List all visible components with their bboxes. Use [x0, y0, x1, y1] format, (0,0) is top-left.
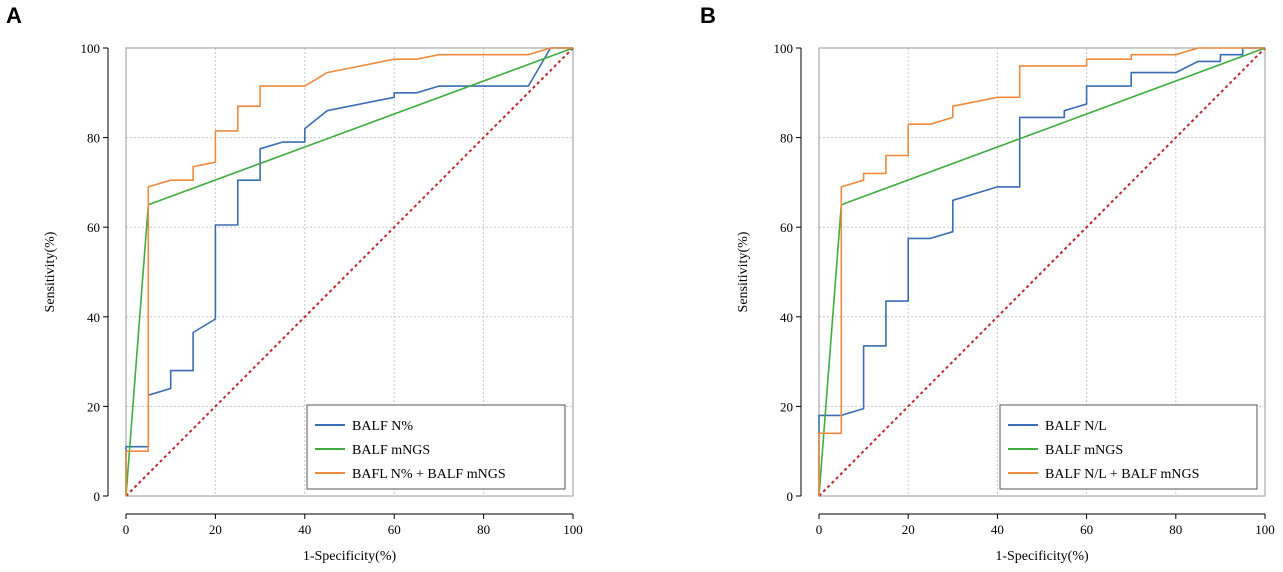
panel-b: B 0 20 40 60 80 100 0 20 40 60 80 100 1-Specificity… [700, 3, 1275, 564]
x-axis-label-b: 1-Specificity(%) [995, 549, 1089, 564]
panel-letter-a: A [6, 3, 22, 28]
panel-a: A 0 20 40 60 80 100 0 20 40 60 80 100 1-Specificity… [6, 3, 583, 564]
y-tick-label-60: 60 [87, 220, 100, 235]
y-axis-label-b: Sensitivity(%) [736, 231, 751, 312]
legend-label-a-2: BAFL N% + BALF mNGS [352, 467, 506, 482]
roc-curve-bafl-n-balf-mngs-a [125, 47, 573, 496]
roc-curve-balf-n-a [125, 47, 573, 496]
x-tick-label-60: 60 [388, 522, 401, 537]
legend-label-b-2: BALF N/L + BALF mNGS [1045, 467, 1199, 482]
x-tick-label-100: 100 [563, 522, 583, 537]
y-tick-label-0: 0 [94, 489, 101, 504]
legend-a: BALF N% BALF mNGS BAFL N% + BALF mNGS [306, 404, 566, 490]
legend-label-a-0: BALF N% [352, 419, 413, 434]
legend-box-a [306, 404, 566, 490]
x-tick-label-20: 20 [209, 522, 222, 537]
y-tick-label-80: 80 [780, 131, 793, 146]
y-tick-label-40: 40 [87, 310, 100, 325]
y-tick-label-60: 60 [780, 220, 793, 235]
plot-frame-a [125, 47, 574, 497]
x-tick-label-20: 20 [902, 522, 915, 537]
y-tick-label-0: 0 [787, 489, 794, 504]
y-tick-label-80: 80 [87, 131, 100, 146]
x-tick-label-60: 60 [1080, 522, 1093, 537]
y-tick-label-20: 20 [780, 399, 793, 414]
legend-b: BALF N/L BALF mNGS BALF N/L + BALF mNGS [999, 404, 1258, 490]
ticks-a: 0 20 40 60 80 100 0 20 40 60 80 100 [81, 41, 583, 537]
roc-curve-balf-n-l-b [818, 47, 1265, 496]
legend-label-a-1: BALF mNGS [352, 443, 430, 458]
series-b [818, 47, 1266, 497]
legend-label-b-0: BALF N/L [1045, 419, 1107, 434]
y-tick-label-40: 40 [780, 310, 793, 325]
x-tick-label-100: 100 [1255, 522, 1275, 537]
legend-box-b [999, 404, 1258, 490]
ticks-b: 0 20 40 60 80 100 0 20 40 60 80 100 [774, 41, 1275, 537]
y-tick-label-100: 100 [774, 41, 794, 56]
x-tick-label-0: 0 [816, 522, 823, 537]
roc-curve-balf-n-l-balf-mngs-b [818, 47, 1265, 496]
y-tick-label-20: 20 [87, 399, 100, 414]
y-axis-label-a: Sensitivity(%) [43, 231, 58, 312]
x-tick-label-40: 40 [991, 522, 1004, 537]
x-axis-label-a: 1-Specificity(%) [303, 549, 397, 564]
x-tick-label-0: 0 [123, 522, 130, 537]
series-a [125, 47, 574, 497]
plot-frame-b [818, 47, 1266, 497]
x-tick-label-80: 80 [1169, 522, 1182, 537]
legend-label-b-1: BALF mNGS [1045, 443, 1123, 458]
y-tick-label-100: 100 [81, 41, 101, 56]
x-tick-label-80: 80 [477, 522, 490, 537]
panel-letter-b: B [700, 3, 716, 28]
x-tick-label-40: 40 [298, 522, 311, 537]
